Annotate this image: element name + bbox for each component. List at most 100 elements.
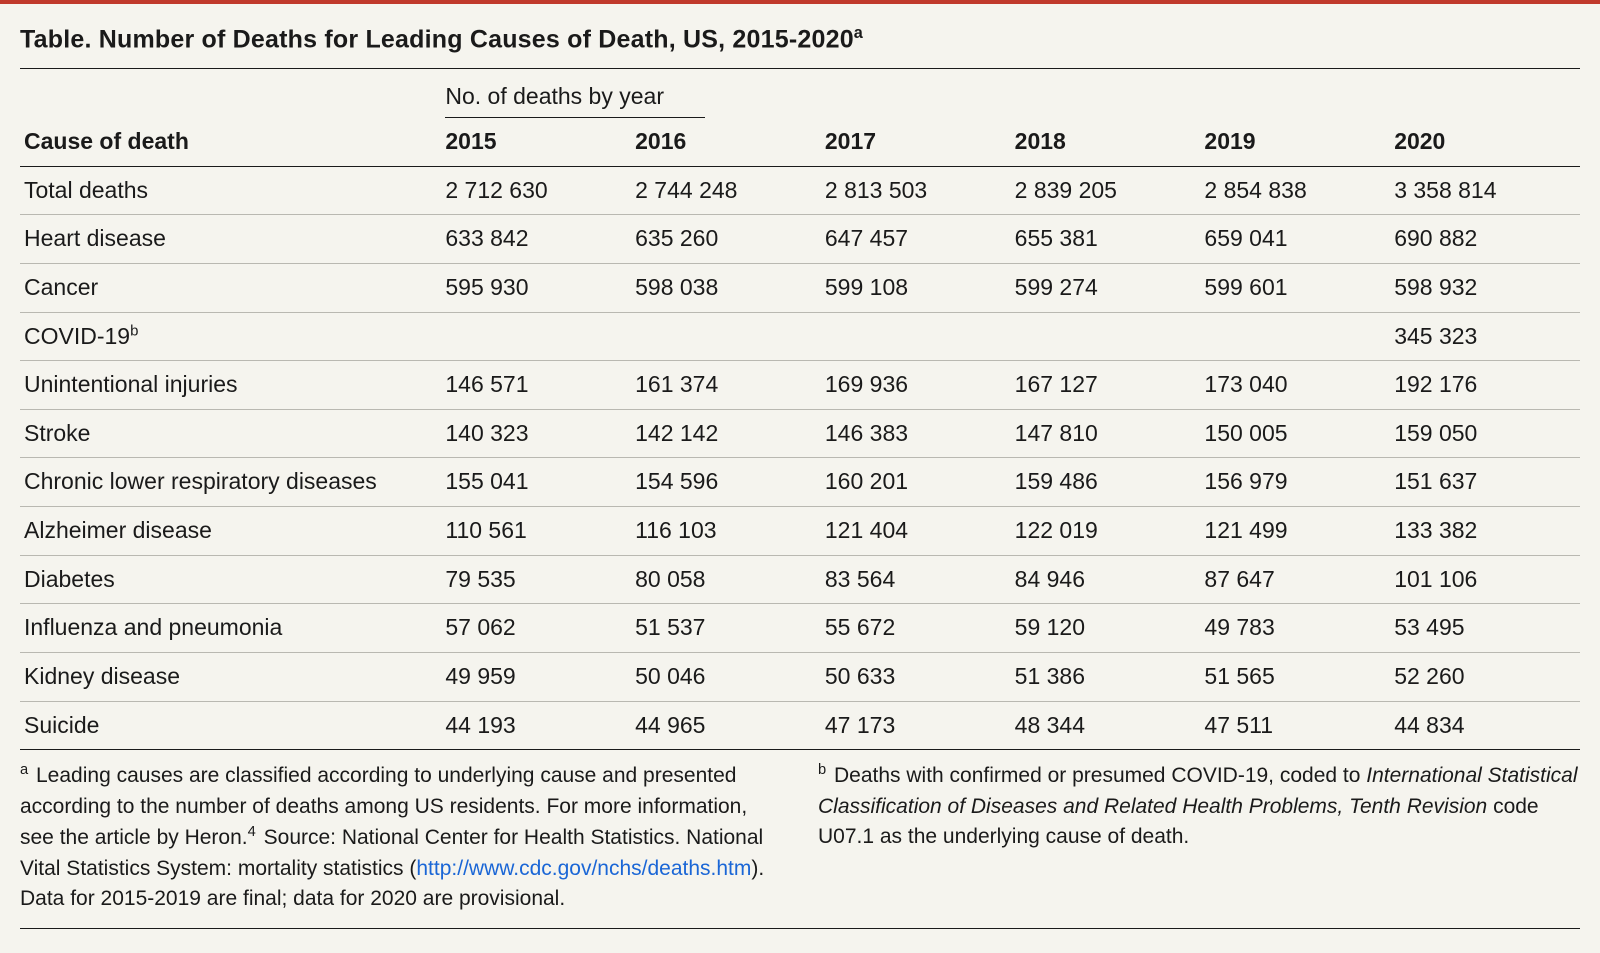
row-label: Diabetes: [20, 555, 441, 604]
cell-value: [1200, 312, 1390, 361]
cell-value: 51 386: [1011, 653, 1201, 702]
row-label: Cancer: [20, 263, 441, 312]
footnote-b: b Deaths with confirmed or presumed COVI…: [818, 760, 1580, 914]
cell-value: 47 173: [821, 701, 1011, 750]
cell-value: 49 783: [1200, 604, 1390, 653]
table-row: Suicide44 19344 96547 17348 34447 51144 …: [20, 701, 1580, 750]
cell-value: 122 019: [1011, 507, 1201, 556]
row-label: Alzheimer disease: [20, 507, 441, 556]
cell-value: 173 040: [1200, 361, 1390, 410]
cell-value: 154 596: [631, 458, 821, 507]
cell-value: 110 561: [441, 507, 631, 556]
cell-value: 147 810: [1011, 409, 1201, 458]
cell-value: 116 103: [631, 507, 821, 556]
cell-value: 50 633: [821, 653, 1011, 702]
cell-value: 57 062: [441, 604, 631, 653]
col-header-year: 2015: [441, 120, 631, 166]
cell-value: 2 854 838: [1200, 166, 1390, 215]
cell-value: [631, 312, 821, 361]
cell-value: 51 565: [1200, 653, 1390, 702]
col-header-year: 2016: [631, 120, 821, 166]
cell-value: 159 486: [1011, 458, 1201, 507]
table-row: Kidney disease49 95950 04650 63351 38651…: [20, 653, 1580, 702]
deaths-table-figure: Table. Number of Deaths for Leading Caus…: [0, 0, 1600, 953]
cell-value: 44 965: [631, 701, 821, 750]
cell-value: 345 323: [1390, 312, 1580, 361]
cell-value: [821, 312, 1011, 361]
cell-value: 655 381: [1011, 215, 1201, 264]
row-label: Total deaths: [20, 166, 441, 215]
cell-value: 598 038: [631, 263, 821, 312]
row-label: Chronic lower respiratory diseases: [20, 458, 441, 507]
cell-value: 121 499: [1200, 507, 1390, 556]
cell-value: 155 041: [441, 458, 631, 507]
cell-value: 140 323: [441, 409, 631, 458]
cell-value: 2 712 630: [441, 166, 631, 215]
deaths-table: No. of deaths by year Cause of death 201…: [20, 69, 1580, 750]
table-row: Alzheimer disease110 561116 103121 40412…: [20, 507, 1580, 556]
cell-value: 150 005: [1200, 409, 1390, 458]
table-row: Diabetes79 53580 05883 56484 94687 64710…: [20, 555, 1580, 604]
row-label: Heart disease: [20, 215, 441, 264]
cell-value: 151 637: [1390, 458, 1580, 507]
table-head: No. of deaths by year Cause of death 201…: [20, 69, 1580, 166]
col-header-year: 2018: [1011, 120, 1201, 166]
cell-value: 146 571: [441, 361, 631, 410]
col-header-year: 2020: [1390, 120, 1580, 166]
cell-value: 79 535: [441, 555, 631, 604]
cell-value: 44 834: [1390, 701, 1580, 750]
cell-value: 52 260: [1390, 653, 1580, 702]
footnotes: a Leading causes are classified accordin…: [20, 750, 1580, 929]
row-label: Kidney disease: [20, 653, 441, 702]
row-label: Stroke: [20, 409, 441, 458]
cell-value: 53 495: [1390, 604, 1580, 653]
table-row: Influenza and pneumonia57 06251 53755 67…: [20, 604, 1580, 653]
row-label: Suicide: [20, 701, 441, 750]
cell-value: 156 979: [1200, 458, 1390, 507]
table-row: Total deaths2 712 6302 744 2482 813 5032…: [20, 166, 1580, 215]
col-header-year: 2017: [821, 120, 1011, 166]
cell-value: 2 813 503: [821, 166, 1011, 215]
cell-value: 80 058: [631, 555, 821, 604]
cell-value: 159 050: [1390, 409, 1580, 458]
cell-value: 51 537: [631, 604, 821, 653]
table-row: Stroke140 323142 142146 383147 810150 00…: [20, 409, 1580, 458]
header-row: Cause of death 2015 2016 2017 2018 2019 …: [20, 120, 1580, 166]
cell-value: 161 374: [631, 361, 821, 410]
cell-value: 87 647: [1200, 555, 1390, 604]
cell-value: 55 672: [821, 604, 1011, 653]
cell-value: 647 457: [821, 215, 1011, 264]
table-row: Unintentional injuries146 571161 374169 …: [20, 361, 1580, 410]
cell-value: 133 382: [1390, 507, 1580, 556]
cell-value: 192 176: [1390, 361, 1580, 410]
cell-value: [441, 312, 631, 361]
cell-value: 595 930: [441, 263, 631, 312]
cell-value: 121 404: [821, 507, 1011, 556]
cell-value: 2 839 205: [1011, 166, 1201, 215]
table-row: Heart disease633 842635 260647 457655 38…: [20, 215, 1580, 264]
cell-value: 690 882: [1390, 215, 1580, 264]
cell-value: [1011, 312, 1201, 361]
cell-value: 633 842: [441, 215, 631, 264]
cell-value: 167 127: [1011, 361, 1201, 410]
cell-value: 47 511: [1200, 701, 1390, 750]
table-title: Table. Number of Deaths for Leading Caus…: [20, 20, 1580, 69]
column-spanner: No. of deaths by year: [441, 69, 1580, 120]
cell-value: 146 383: [821, 409, 1011, 458]
footnote-a: a Leading causes are classified accordin…: [20, 760, 782, 914]
cell-value: 49 959: [441, 653, 631, 702]
cell-value: 83 564: [821, 555, 1011, 604]
cell-value: 599 108: [821, 263, 1011, 312]
cell-value: 142 142: [631, 409, 821, 458]
cell-value: 635 260: [631, 215, 821, 264]
cell-value: 598 932: [1390, 263, 1580, 312]
table-row: Cancer595 930598 038599 108599 274599 60…: [20, 263, 1580, 312]
cell-value: 50 046: [631, 653, 821, 702]
row-header-label: Cause of death: [20, 120, 441, 166]
cell-value: 84 946: [1011, 555, 1201, 604]
table-row: COVID-19b345 323: [20, 312, 1580, 361]
cell-value: 2 744 248: [631, 166, 821, 215]
cell-value: 599 274: [1011, 263, 1201, 312]
cell-value: 599 601: [1200, 263, 1390, 312]
cell-value: 44 193: [441, 701, 631, 750]
